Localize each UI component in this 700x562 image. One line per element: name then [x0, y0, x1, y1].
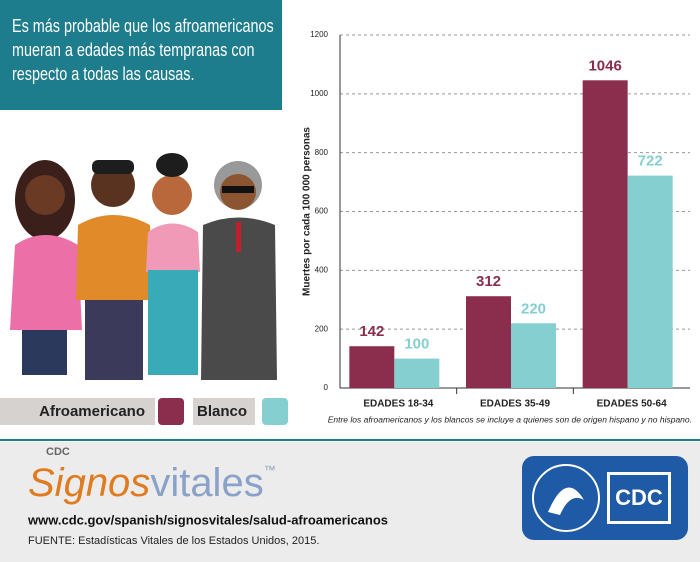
- people-illustration: [10, 153, 277, 380]
- value-label: 1046: [588, 57, 621, 74]
- header-box: Es más probable que los afroamericanos m…: [0, 0, 282, 110]
- legend-box: [0, 398, 155, 425]
- chart-title: Es más probable que los afroamericanos m…: [12, 16, 274, 84]
- y-axis-label: Muertes por cada 100 000 personas: [302, 127, 313, 296]
- x-tick-label: EDADES 35-49: [480, 399, 550, 410]
- legend-swatch: [262, 398, 288, 425]
- bar: [349, 346, 395, 388]
- value-label: 722: [638, 153, 663, 170]
- y-tick-label: 200: [315, 324, 329, 333]
- logo-text: CDC: [615, 485, 663, 510]
- x-tick-label: EDADES 50-64: [597, 399, 667, 410]
- brand-tm: ™: [264, 463, 276, 477]
- bar: [627, 175, 673, 388]
- brand-part: vitales: [150, 461, 263, 505]
- legend-swatch: [158, 398, 184, 425]
- source: FUENTE: Estadísticas Vitales de los Esta…: [28, 535, 319, 547]
- url: www.cdc.gov/spanish/signosvitales/salud-…: [27, 512, 388, 527]
- note: Entre los afroamericanos y los blancos s…: [328, 414, 692, 424]
- value-label: 100: [404, 336, 429, 353]
- y-tick-label: 600: [315, 207, 329, 216]
- legend-label: Blanco: [197, 403, 247, 420]
- y-tick-label: 1000: [310, 89, 328, 98]
- y-tick-label: 400: [315, 265, 329, 274]
- value-label: 220: [521, 300, 546, 317]
- cdc-logo: CDC: [522, 456, 688, 540]
- value-label: 312: [476, 273, 501, 290]
- y-tick-label: 0: [324, 383, 329, 392]
- legend-label: Afroamericano: [39, 403, 145, 420]
- brand-small: CDC: [46, 446, 70, 458]
- y-tick-label: 800: [315, 148, 329, 157]
- brand: Signosvitales™: [28, 461, 276, 505]
- value-label: 142: [359, 323, 384, 340]
- bar: [394, 358, 440, 388]
- brand-part: Signos: [28, 461, 150, 505]
- y-tick-label: 1200: [310, 30, 328, 39]
- legend-box: [193, 398, 255, 425]
- bar: [582, 80, 628, 388]
- x-tick-label: EDADES 18-34: [363, 399, 433, 410]
- legend: Afroamericano Blanco: [0, 398, 288, 425]
- bar: [466, 296, 511, 388]
- bar: [511, 323, 556, 388]
